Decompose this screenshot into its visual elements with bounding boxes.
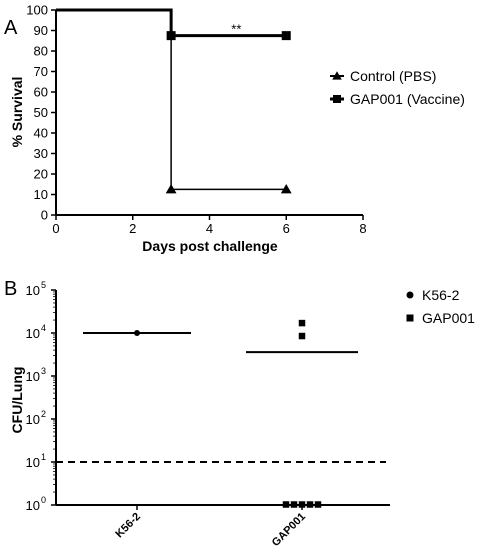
survival-y-tick-label: 20 xyxy=(34,167,48,182)
cfu-data-point xyxy=(306,501,314,508)
cfu-y-tick-label: 10 xyxy=(26,369,40,384)
cfu-data-point xyxy=(298,501,306,508)
legend-marker xyxy=(333,95,341,103)
survival-series xyxy=(56,8,292,194)
cfu-x-tick-label: GAP001 xyxy=(270,511,308,549)
survival-y-tick-label: 90 xyxy=(34,23,48,38)
cfu-y-tick-exponent: 3 xyxy=(41,366,46,376)
cfu-x-tick-label: K56-2 xyxy=(113,511,143,541)
cfu-series xyxy=(56,319,386,508)
legend-label: GAP001 xyxy=(422,310,475,326)
cfu-y-axis-title: CFU/Lung xyxy=(9,367,25,434)
cfu-y-tick-exponent: 2 xyxy=(41,409,46,419)
survival-y-tick-label: 100 xyxy=(26,3,48,18)
survival-x-tick-label: 2 xyxy=(129,221,136,236)
cfu-data-point xyxy=(290,501,298,508)
survival-x-tick-label: 6 xyxy=(283,221,290,236)
survival-y-tick-label: 30 xyxy=(34,146,48,161)
cfu-y-tick-exponent: 4 xyxy=(41,323,46,333)
survival-point xyxy=(280,183,292,194)
cfu-y-tick-label: 10 xyxy=(26,412,40,427)
survival-legend: Control (PBS) GAP001 (Vaccine) xyxy=(330,68,465,107)
significance-annotation: ** xyxy=(231,22,241,37)
survival-x-tick-label: 8 xyxy=(359,221,366,236)
survival-point xyxy=(165,183,177,194)
survival-y-tick-label: 60 xyxy=(34,85,48,100)
survival-y-tick-label: 0 xyxy=(41,208,48,223)
cfu-axes xyxy=(55,290,390,506)
legend-label: GAP001 (Vaccine) xyxy=(350,91,465,107)
survival-y-tick-label: 10 xyxy=(34,187,48,202)
survival-x-tick-label: 4 xyxy=(206,221,213,236)
cfu-y-tick-label: 10 xyxy=(26,455,40,470)
survival-chart: A 0 10 20 30 40 50 60 70 80 90 100 0 2 4 6 8 ** Days po… xyxy=(4,3,465,255)
legend-label: Control (PBS) xyxy=(350,68,436,84)
survival-point xyxy=(281,31,291,41)
survival-axes xyxy=(55,10,363,216)
cfu-data-point xyxy=(298,319,306,327)
survival-y-tick-label: 40 xyxy=(34,126,48,141)
survival-annotations: ** xyxy=(231,22,241,37)
cfu-y-tick-label: 10 xyxy=(26,283,40,298)
survival-x-tick-label: 0 xyxy=(52,221,59,236)
cfu-data-point xyxy=(134,330,140,336)
survival-y-tick-label: 80 xyxy=(34,44,48,59)
survival-x-axis-title: Days post challenge xyxy=(142,238,278,254)
cfu-y-tick-label: 10 xyxy=(26,498,40,513)
survival-y-tick-label: 70 xyxy=(34,64,48,79)
cfu-y-tick-label: 10 xyxy=(26,326,40,341)
panel-a-label: A xyxy=(4,17,18,39)
cfu-y-tick-exponent: 0 xyxy=(41,495,46,505)
cfu-data-point xyxy=(298,332,306,340)
survival-point xyxy=(166,31,176,41)
cfu-y-tick-exponent: 1 xyxy=(41,452,46,462)
survival-ticks: 0 10 20 30 40 50 60 70 80 90 100 0 2 4 6 8 xyxy=(26,3,366,237)
legend-marker xyxy=(406,291,414,299)
survival-y-axis-title: % Survival xyxy=(9,77,25,148)
survival-y-tick-label: 50 xyxy=(34,105,48,120)
legend-marker xyxy=(406,314,414,322)
panel-b-label: B xyxy=(4,278,17,300)
legend-label: K56-2 xyxy=(422,287,460,303)
cfu-data-point xyxy=(314,501,322,508)
legend-marker xyxy=(332,71,342,80)
cfu-legend: K56-2 GAP001 xyxy=(406,287,475,326)
cfu-y-tick-exponent: 5 xyxy=(41,280,46,290)
cfu-data-point xyxy=(282,501,290,508)
survival-series-line xyxy=(56,8,287,38)
